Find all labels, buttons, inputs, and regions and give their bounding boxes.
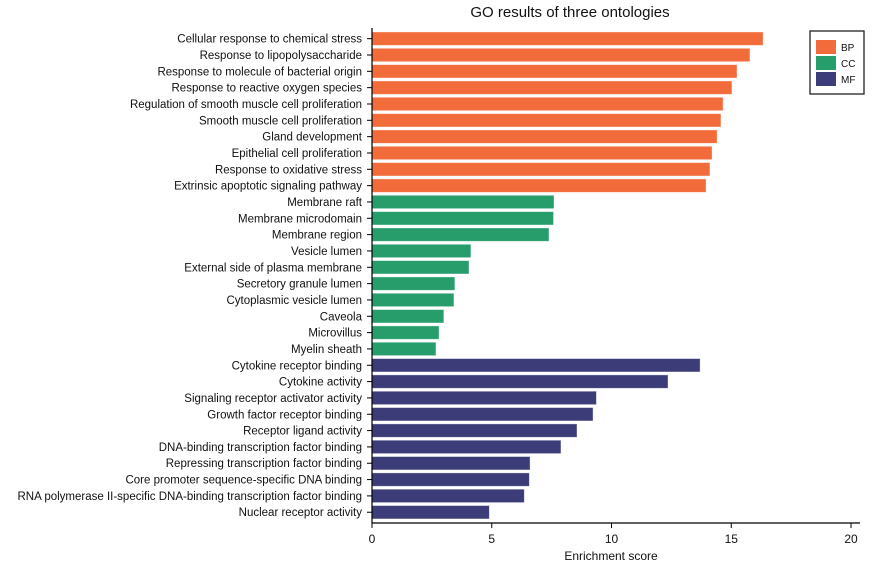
- legend-label-bp: BP: [841, 43, 855, 54]
- bar-cc: [371, 227, 550, 242]
- y-tick-label: RNA polymerase II-specific DNA-binding t…: [17, 491, 362, 503]
- bar-mf: [371, 407, 594, 422]
- y-tick-label: Myelin sheath: [291, 344, 362, 356]
- bar-bp: [371, 162, 711, 177]
- bar-bp: [371, 178, 707, 193]
- x-tick-label: 15: [725, 532, 739, 546]
- y-tick-label: Smooth muscle cell proliferation: [199, 115, 362, 127]
- y-tick-label: Cellular response to chemical stress: [177, 34, 362, 46]
- bar-mf: [371, 505, 490, 520]
- y-tick-label: Secretory granule lumen: [237, 279, 362, 291]
- y-tick-label: Repressing transcription factor binding: [166, 458, 362, 470]
- y-tick-label: Response to lipopolysaccharide: [200, 50, 362, 62]
- y-tick-label: Response to oxidative stress: [215, 164, 362, 176]
- y-tick-label: Epithelial cell proliferation: [232, 148, 362, 160]
- y-tick-label: DNA-binding transcription factor binding: [159, 442, 362, 454]
- bar-mf: [371, 439, 562, 455]
- y-tick-label: Membrane microdomain: [238, 213, 362, 225]
- bar-cc: [371, 194, 555, 210]
- bar-mf: [371, 488, 525, 504]
- bar-cc: [371, 341, 437, 357]
- legend-swatch-mf: [816, 72, 836, 86]
- bar-mf: [371, 423, 578, 438]
- y-axis-ticks: [367, 38, 372, 513]
- x-tick-label: 0: [369, 532, 376, 546]
- x-axis-ticks: 0 5 10 15 20: [369, 523, 858, 546]
- bar-bp: [371, 47, 751, 63]
- bar-cc: [371, 292, 455, 308]
- y-tick-label: Response to molecule of bacterial origin: [157, 66, 362, 78]
- x-tick-label: 10: [605, 532, 619, 546]
- y-tick-label: Membrane region: [272, 230, 362, 242]
- bar-bp: [371, 129, 718, 144]
- y-tick-label: Caveola: [320, 311, 363, 323]
- y-tick-label: Cytokine receptor binding: [232, 360, 362, 372]
- y-tick-label: Signaling receptor activator activity: [184, 393, 362, 405]
- bar-mf: [371, 456, 531, 471]
- y-tick-label: Receptor ligand activity: [243, 426, 362, 438]
- bar-cc: [371, 211, 554, 226]
- chart-title: GO results of three ontologies: [470, 4, 669, 21]
- bar-mf: [371, 390, 597, 406]
- bar-cc: [371, 325, 440, 340]
- bars-group: [371, 31, 764, 520]
- y-tick-label: Core promoter sequence-specific DNA bind…: [125, 475, 362, 487]
- bar-bp: [371, 113, 722, 128]
- bar-bp: [371, 96, 724, 112]
- y-tick-label: Nuclear receptor activity: [239, 507, 363, 519]
- legend-swatch-cc: [816, 56, 836, 70]
- legend-label-mf: MF: [841, 75, 855, 86]
- bar-mf: [371, 358, 701, 373]
- y-tick-label: Vesicle lumen: [291, 246, 362, 258]
- y-tick-label: Cytoplasmic vesicle lumen: [227, 295, 363, 307]
- y-tick-label: Microvillus: [308, 328, 362, 340]
- bar-bp: [371, 31, 764, 46]
- bar-cc: [371, 309, 445, 324]
- legend-label-cc: CC: [841, 59, 855, 70]
- y-tick-label: External side of plasma membrane: [184, 262, 362, 274]
- bar-cc: [371, 276, 456, 291]
- x-axis-label: Enrichment score: [564, 549, 658, 563]
- y-axis-labels: Cellular response to chemical stress Resp…: [17, 34, 362, 520]
- y-tick-label: Extrinsic apoptotic signaling pathway: [174, 181, 362, 193]
- y-tick-label: Growth factor receptor binding: [207, 409, 362, 421]
- bar-mf: [371, 472, 530, 487]
- legend: BP CC MF: [809, 30, 865, 95]
- bar-cc: [371, 260, 470, 275]
- bar-cc: [371, 243, 472, 259]
- bar-mf: [371, 374, 669, 389]
- y-tick-label: Regulation of smooth muscle cell prolife…: [130, 99, 362, 111]
- bar-bp: [371, 64, 738, 79]
- y-tick-label: Response to reactive oxygen species: [172, 83, 363, 95]
- y-tick-label: Gland development: [262, 132, 363, 144]
- bar-bp: [371, 145, 713, 161]
- legend-swatch-bp: [816, 40, 836, 54]
- y-tick-label: Cytokine activity: [279, 377, 362, 389]
- bar-bp: [371, 80, 733, 95]
- x-tick-label: 5: [488, 532, 495, 546]
- y-tick-label: Membrane raft: [287, 197, 363, 209]
- x-tick-label: 20: [844, 532, 858, 546]
